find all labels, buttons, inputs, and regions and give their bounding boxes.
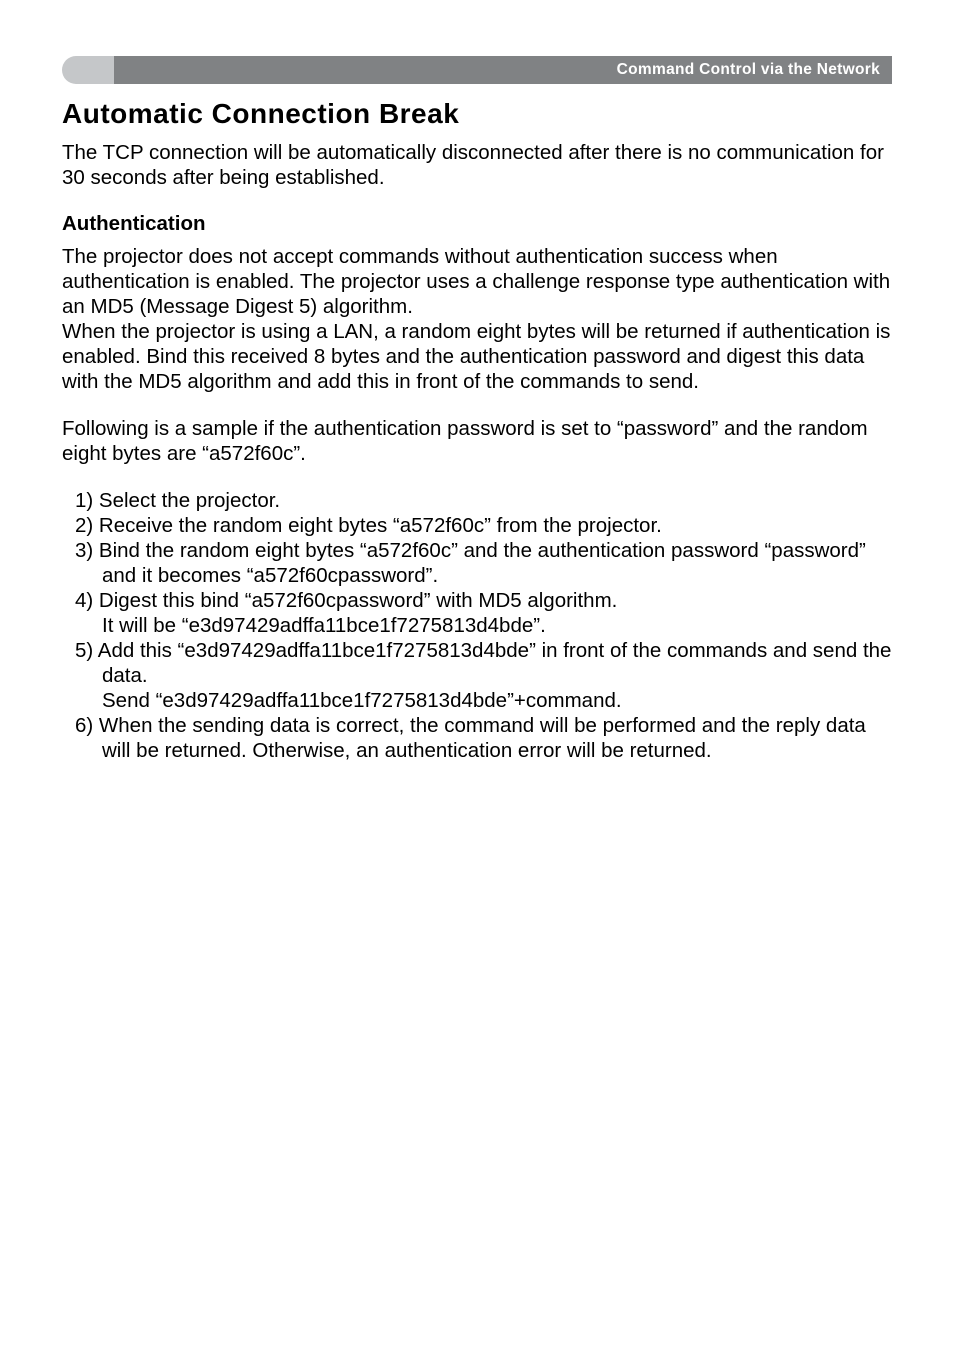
header-bar: Command Control via the Network bbox=[62, 56, 892, 84]
step-6: 6) When the sending data is correct, the… bbox=[62, 713, 892, 763]
section-title: Automatic Connection Break bbox=[62, 98, 892, 130]
step-4: 4) Digest this bind “a572f60cpassword” w… bbox=[62, 588, 892, 613]
auth-body: The projector does not accept commands w… bbox=[62, 244, 892, 394]
header-bar-body: Command Control via the Network bbox=[114, 56, 892, 84]
step-1: 1) Select the projector. bbox=[62, 488, 892, 513]
auth-paragraph-2: When the projector is using a LAN, a ran… bbox=[62, 320, 890, 393]
step-4-sub: It will be “e3d97429adffa11bce1f7275813d… bbox=[62, 613, 892, 638]
auth-title: Authentication bbox=[62, 212, 892, 236]
step-3: 3) Bind the random eight bytes “a572f60c… bbox=[62, 538, 892, 588]
step-5-sub: Send “e3d97429adffa11bce1f7275813d4bde”+… bbox=[62, 688, 892, 713]
header-bar-cap bbox=[62, 56, 114, 84]
auth-sample-intro: Following is a sample if the authenticat… bbox=[62, 416, 892, 466]
steps-list: 1) Select the projector. 2) Receive the … bbox=[62, 488, 892, 763]
page-container: Command Control via the Network Automati… bbox=[0, 0, 954, 763]
step-5: 5) Add this “e3d97429adffa11bce1f7275813… bbox=[62, 638, 892, 688]
section-intro: The TCP connection will be automatically… bbox=[62, 140, 892, 190]
step-2: 2) Receive the random eight bytes “a572f… bbox=[62, 513, 892, 538]
auth-paragraph-1: The projector does not accept commands w… bbox=[62, 245, 890, 318]
breadcrumb: Command Control via the Network bbox=[617, 61, 880, 79]
